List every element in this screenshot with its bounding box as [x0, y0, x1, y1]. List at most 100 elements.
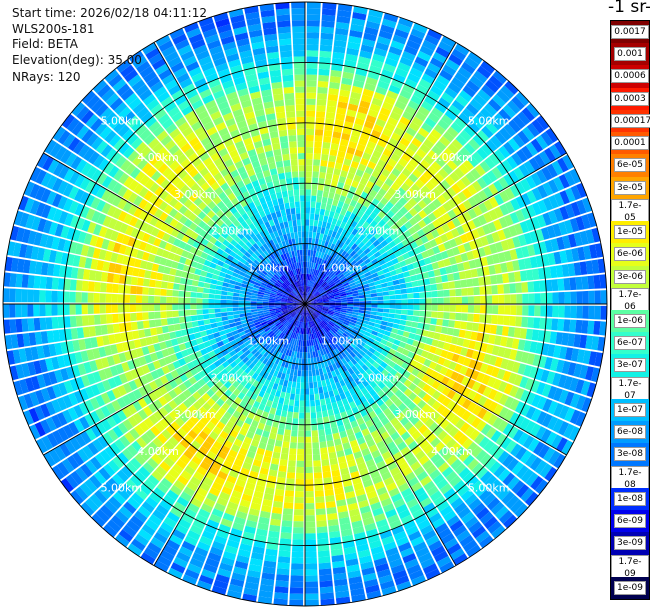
ppi-cell	[514, 271, 522, 282]
ppi-cell	[164, 355, 173, 365]
ppi-cell	[303, 310, 305, 317]
ppi-cell	[178, 304, 185, 310]
ppi-cell	[271, 289, 278, 293]
ppi-cell	[229, 149, 239, 159]
ppi-cell	[445, 59, 460, 71]
ppi-cell	[361, 447, 371, 457]
ppi-cell	[449, 289, 456, 297]
ppi-cell	[443, 258, 451, 267]
ppi-cell	[316, 411, 323, 419]
ppi-cell	[245, 359, 253, 367]
ppi-cell	[122, 128, 135, 142]
ppi-cell	[135, 304, 143, 312]
ppi-cell	[223, 138, 234, 148]
ppi-cell	[93, 471, 107, 485]
ppi-cell	[375, 266, 383, 273]
ppi-cell	[142, 320, 150, 329]
ppi-cell	[144, 150, 156, 162]
ppi-cell	[406, 564, 422, 575]
ppi-cell	[333, 375, 339, 383]
ppi-cell	[246, 430, 255, 439]
ppi-cell	[252, 271, 260, 277]
ppi-cell	[270, 292, 277, 296]
ppi-cell	[267, 330, 274, 337]
ppi-cell	[232, 219, 241, 228]
ppi-cell	[178, 358, 187, 367]
ppi-cell	[40, 188, 52, 203]
ppi-cell	[435, 46, 450, 59]
ppi-cell	[275, 329, 281, 336]
ppi-cell	[270, 291, 277, 295]
ppi-cell	[485, 139, 498, 152]
ppi-cell	[123, 176, 134, 188]
ppi-cell	[438, 41, 453, 53]
ppi-cell	[368, 135, 379, 144]
ppi-cell	[185, 278, 193, 286]
ppi-cell	[253, 387, 261, 396]
ppi-cell	[323, 483, 334, 491]
ppi-cell	[308, 274, 312, 281]
ppi-cell	[499, 190, 510, 203]
ppi-cell	[201, 392, 211, 402]
ppi-cell	[236, 38, 250, 47]
ppi-cell	[295, 478, 304, 486]
ppi-cell	[165, 425, 177, 436]
ppi-cell	[139, 65, 154, 79]
ppi-cell	[361, 280, 369, 286]
ppi-cell	[161, 249, 170, 259]
ppi-cell	[284, 361, 289, 369]
ppi-cell	[210, 322, 218, 329]
ppi-cell	[280, 209, 287, 217]
ppi-cell	[72, 339, 81, 352]
ppi-cell	[338, 175, 347, 184]
ppi-cell	[223, 411, 232, 420]
ppi-cell	[93, 154, 105, 168]
ppi-cell	[252, 459, 262, 468]
ppi-cell	[99, 449, 112, 463]
ppi-cell	[287, 189, 294, 197]
ppi-cell	[141, 162, 153, 174]
ppi-cell	[185, 61, 200, 72]
ppi-cell	[163, 544, 178, 557]
ppi-cell	[139, 483, 152, 496]
ppi-cell	[335, 270, 341, 276]
ppi-cell	[343, 546, 357, 555]
ppi-cell	[147, 344, 156, 354]
ppi-cell	[285, 288, 291, 294]
ppi-cell	[222, 512, 235, 522]
ppi-cell	[317, 287, 323, 292]
ppi-cell	[230, 102, 242, 112]
ppi-cell	[272, 326, 278, 333]
ppi-cell	[311, 430, 319, 437]
ppi-cell	[10, 225, 20, 241]
ppi-cell	[219, 255, 227, 263]
ppi-cell	[316, 297, 323, 301]
ppi-cell	[290, 344, 294, 351]
ppi-cell	[291, 165, 298, 172]
ppi-cell	[408, 217, 418, 226]
ppi-cell	[461, 61, 476, 75]
ppi-cell	[191, 99, 204, 110]
ppi-cell	[251, 496, 263, 505]
ppi-cell	[216, 435, 226, 445]
ppi-cell	[251, 372, 259, 380]
ppi-cell	[64, 266, 73, 278]
ppi-cell	[226, 475, 237, 484]
ppi-cell	[416, 148, 427, 159]
ppi-cell	[248, 362, 256, 370]
ppi-cell	[150, 537, 165, 549]
ppi-cell	[215, 372, 224, 381]
ppi-cell	[285, 272, 290, 279]
ppi-cell	[276, 434, 284, 442]
ppi-cell	[166, 317, 174, 325]
ppi-cell	[153, 399, 163, 410]
ppi-cell	[134, 171, 146, 183]
ppi-cell	[277, 384, 283, 392]
ppi-cell	[301, 358, 305, 365]
ppi-cell	[201, 530, 215, 541]
ppi-cell	[337, 9, 352, 18]
ppi-cell	[451, 264, 459, 273]
ppi-cell	[294, 339, 298, 346]
ppi-cell	[78, 256, 87, 268]
ppi-cell	[161, 429, 172, 440]
